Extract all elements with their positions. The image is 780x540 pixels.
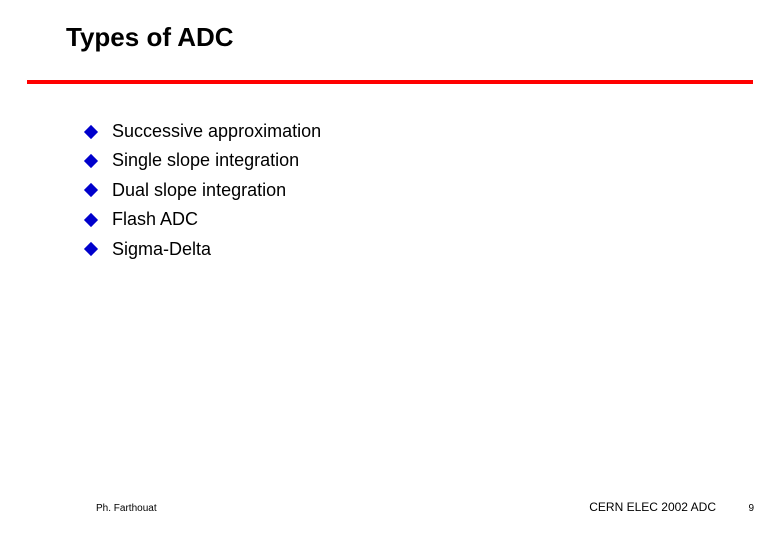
diamond-bullet-icon <box>84 213 98 227</box>
list-item: Successive approximation <box>86 120 321 143</box>
list-item-text: Sigma-Delta <box>112 238 211 261</box>
list-item-text: Single slope integration <box>112 149 299 172</box>
list-item-text: Flash ADC <box>112 208 198 231</box>
slide: Types of ADC Successive approximation Si… <box>0 0 780 540</box>
page-title: Types of ADC <box>66 22 234 53</box>
footer-event: CERN ELEC 2002 ADC <box>589 500 716 514</box>
list-item: Flash ADC <box>86 208 321 231</box>
title-rule <box>27 80 753 84</box>
list-item: Sigma-Delta <box>86 238 321 261</box>
diamond-bullet-icon <box>84 242 98 256</box>
page-number: 9 <box>748 503 754 514</box>
diamond-bullet-icon <box>84 154 98 168</box>
list-item: Dual slope integration <box>86 179 321 202</box>
list-item-text: Successive approximation <box>112 120 321 143</box>
list-item: Single slope integration <box>86 149 321 172</box>
diamond-bullet-icon <box>84 125 98 139</box>
list-item-text: Dual slope integration <box>112 179 286 202</box>
diamond-bullet-icon <box>84 183 98 197</box>
bullet-list: Successive approximation Single slope in… <box>86 120 321 267</box>
footer-author: Ph. Farthouat <box>96 503 157 514</box>
